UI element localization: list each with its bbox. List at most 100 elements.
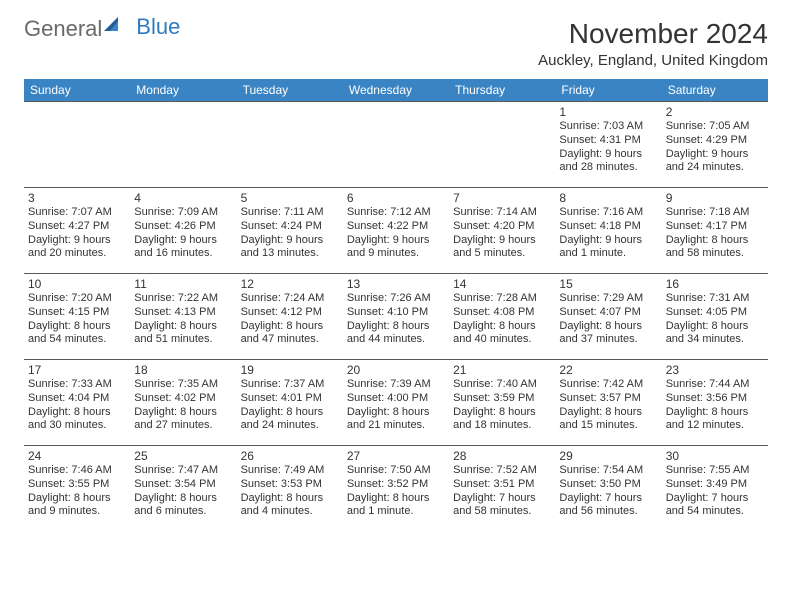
day-sunrise: Sunrise: 7:03 AM: [559, 120, 657, 134]
day-sunset: Sunset: 4:15 PM: [28, 306, 126, 320]
calendar-cell: 1Sunrise: 7:03 AMSunset: 4:31 PMDaylight…: [555, 102, 661, 188]
day-sunset: Sunset: 3:53 PM: [241, 478, 339, 492]
day-info: Sunrise: 7:14 AMSunset: 4:20 PMDaylight:…: [453, 206, 551, 261]
day-number: 3: [28, 191, 126, 205]
day-info: Sunrise: 7:16 AMSunset: 4:18 PMDaylight:…: [559, 206, 657, 261]
calendar-week: 17Sunrise: 7:33 AMSunset: 4:04 PMDayligh…: [24, 360, 768, 446]
day-info: Sunrise: 7:49 AMSunset: 3:53 PMDaylight:…: [241, 464, 339, 519]
calendar-cell: 17Sunrise: 7:33 AMSunset: 4:04 PMDayligh…: [24, 360, 130, 446]
calendar-cell: 19Sunrise: 7:37 AMSunset: 4:01 PMDayligh…: [237, 360, 343, 446]
day-sunset: Sunset: 3:49 PM: [666, 478, 764, 492]
calendar-week: 24Sunrise: 7:46 AMSunset: 3:55 PMDayligh…: [24, 446, 768, 532]
calendar-body: 1Sunrise: 7:03 AMSunset: 4:31 PMDaylight…: [24, 102, 768, 532]
day-daylight: Daylight: 8 hours and 58 minutes.: [666, 234, 764, 262]
day-sunset: Sunset: 3:51 PM: [453, 478, 551, 492]
day-number: 26: [241, 449, 339, 463]
day-sunrise: Sunrise: 7:05 AM: [666, 120, 764, 134]
calendar-cell: 11Sunrise: 7:22 AMSunset: 4:13 PMDayligh…: [130, 274, 236, 360]
day-daylight: Daylight: 8 hours and 37 minutes.: [559, 320, 657, 348]
day-info: Sunrise: 7:05 AMSunset: 4:29 PMDaylight:…: [666, 120, 764, 175]
day-number: 11: [134, 277, 232, 291]
day-info: Sunrise: 7:03 AMSunset: 4:31 PMDaylight:…: [559, 120, 657, 175]
day-info: Sunrise: 7:47 AMSunset: 3:54 PMDaylight:…: [134, 464, 232, 519]
calendar-cell: 18Sunrise: 7:35 AMSunset: 4:02 PMDayligh…: [130, 360, 236, 446]
calendar-cell: [237, 102, 343, 188]
day-info: Sunrise: 7:37 AMSunset: 4:01 PMDaylight:…: [241, 378, 339, 433]
weekday-header: Sunday: [24, 79, 130, 102]
day-daylight: Daylight: 9 hours and 1 minute.: [559, 234, 657, 262]
day-sunrise: Sunrise: 7:37 AM: [241, 378, 339, 392]
day-sunrise: Sunrise: 7:16 AM: [559, 206, 657, 220]
calendar-cell: 29Sunrise: 7:54 AMSunset: 3:50 PMDayligh…: [555, 446, 661, 532]
day-sunrise: Sunrise: 7:28 AM: [453, 292, 551, 306]
day-sunset: Sunset: 4:22 PM: [347, 220, 445, 234]
day-daylight: Daylight: 9 hours and 13 minutes.: [241, 234, 339, 262]
calendar-cell: 20Sunrise: 7:39 AMSunset: 4:00 PMDayligh…: [343, 360, 449, 446]
day-number: 22: [559, 363, 657, 377]
day-sunrise: Sunrise: 7:31 AM: [666, 292, 764, 306]
day-number: 18: [134, 363, 232, 377]
day-number: 28: [453, 449, 551, 463]
day-info: Sunrise: 7:07 AMSunset: 4:27 PMDaylight:…: [28, 206, 126, 261]
day-sunset: Sunset: 3:52 PM: [347, 478, 445, 492]
day-number: 8: [559, 191, 657, 205]
day-number: 20: [347, 363, 445, 377]
calendar-cell: 5Sunrise: 7:11 AMSunset: 4:24 PMDaylight…: [237, 188, 343, 274]
day-daylight: Daylight: 8 hours and 12 minutes.: [666, 406, 764, 434]
calendar-cell: 26Sunrise: 7:49 AMSunset: 3:53 PMDayligh…: [237, 446, 343, 532]
day-info: Sunrise: 7:29 AMSunset: 4:07 PMDaylight:…: [559, 292, 657, 347]
day-number: 19: [241, 363, 339, 377]
day-sunset: Sunset: 4:24 PM: [241, 220, 339, 234]
day-sunset: Sunset: 4:26 PM: [134, 220, 232, 234]
day-info: Sunrise: 7:39 AMSunset: 4:00 PMDaylight:…: [347, 378, 445, 433]
day-sunset: Sunset: 4:00 PM: [347, 392, 445, 406]
day-daylight: Daylight: 8 hours and 30 minutes.: [28, 406, 126, 434]
calendar-cell: 8Sunrise: 7:16 AMSunset: 4:18 PMDaylight…: [555, 188, 661, 274]
day-sunset: Sunset: 4:20 PM: [453, 220, 551, 234]
day-info: Sunrise: 7:33 AMSunset: 4:04 PMDaylight:…: [28, 378, 126, 433]
sail-icon: [104, 17, 124, 39]
day-daylight: Daylight: 8 hours and 51 minutes.: [134, 320, 232, 348]
day-daylight: Daylight: 8 hours and 24 minutes.: [241, 406, 339, 434]
calendar-cell: 12Sunrise: 7:24 AMSunset: 4:12 PMDayligh…: [237, 274, 343, 360]
calendar-cell: 22Sunrise: 7:42 AMSunset: 3:57 PMDayligh…: [555, 360, 661, 446]
day-info: Sunrise: 7:31 AMSunset: 4:05 PMDaylight:…: [666, 292, 764, 347]
day-number: 17: [28, 363, 126, 377]
calendar-cell: 10Sunrise: 7:20 AMSunset: 4:15 PMDayligh…: [24, 274, 130, 360]
brand-part1: General: [24, 18, 102, 40]
day-daylight: Daylight: 8 hours and 6 minutes.: [134, 492, 232, 520]
day-info: Sunrise: 7:26 AMSunset: 4:10 PMDaylight:…: [347, 292, 445, 347]
day-daylight: Daylight: 8 hours and 47 minutes.: [241, 320, 339, 348]
day-sunrise: Sunrise: 7:39 AM: [347, 378, 445, 392]
day-sunrise: Sunrise: 7:29 AM: [559, 292, 657, 306]
day-daylight: Daylight: 8 hours and 4 minutes.: [241, 492, 339, 520]
day-info: Sunrise: 7:55 AMSunset: 3:49 PMDaylight:…: [666, 464, 764, 519]
day-info: Sunrise: 7:40 AMSunset: 3:59 PMDaylight:…: [453, 378, 551, 433]
calendar-table: SundayMondayTuesdayWednesdayThursdayFrid…: [24, 79, 768, 532]
day-daylight: Daylight: 8 hours and 18 minutes.: [453, 406, 551, 434]
day-info: Sunrise: 7:46 AMSunset: 3:55 PMDaylight:…: [28, 464, 126, 519]
day-sunset: Sunset: 4:13 PM: [134, 306, 232, 320]
day-number: 1: [559, 105, 657, 119]
calendar-head: SundayMondayTuesdayWednesdayThursdayFrid…: [24, 79, 768, 102]
day-info: Sunrise: 7:11 AMSunset: 4:24 PMDaylight:…: [241, 206, 339, 261]
calendar-cell: 16Sunrise: 7:31 AMSunset: 4:05 PMDayligh…: [662, 274, 768, 360]
day-daylight: Daylight: 8 hours and 40 minutes.: [453, 320, 551, 348]
day-daylight: Daylight: 8 hours and 21 minutes.: [347, 406, 445, 434]
calendar-cell: 28Sunrise: 7:52 AMSunset: 3:51 PMDayligh…: [449, 446, 555, 532]
day-number: 24: [28, 449, 126, 463]
day-daylight: Daylight: 8 hours and 54 minutes.: [28, 320, 126, 348]
day-number: 13: [347, 277, 445, 291]
day-number: 10: [28, 277, 126, 291]
day-number: 14: [453, 277, 551, 291]
day-sunset: Sunset: 3:57 PM: [559, 392, 657, 406]
day-sunset: Sunset: 4:12 PM: [241, 306, 339, 320]
day-number: 2: [666, 105, 764, 119]
calendar-cell: 14Sunrise: 7:28 AMSunset: 4:08 PMDayligh…: [449, 274, 555, 360]
calendar-cell: [24, 102, 130, 188]
day-sunrise: Sunrise: 7:40 AM: [453, 378, 551, 392]
day-sunset: Sunset: 3:59 PM: [453, 392, 551, 406]
day-daylight: Daylight: 9 hours and 24 minutes.: [666, 148, 764, 176]
day-sunset: Sunset: 3:54 PM: [134, 478, 232, 492]
calendar-cell: 13Sunrise: 7:26 AMSunset: 4:10 PMDayligh…: [343, 274, 449, 360]
